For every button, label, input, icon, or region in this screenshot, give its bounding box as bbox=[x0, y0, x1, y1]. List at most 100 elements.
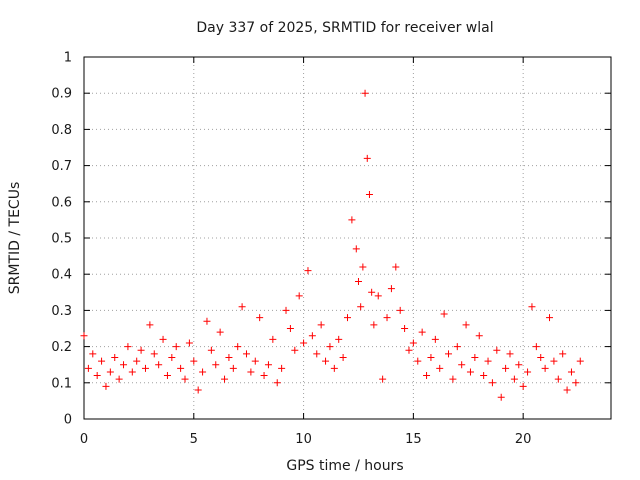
data-point bbox=[576, 357, 584, 365]
data-point bbox=[519, 382, 527, 390]
x-tick-label: 0 bbox=[80, 432, 88, 447]
data-point bbox=[106, 368, 114, 376]
y-tick-label: 1 bbox=[64, 51, 72, 66]
data-point bbox=[374, 292, 382, 300]
data-point bbox=[163, 372, 171, 380]
data-point bbox=[427, 353, 435, 361]
tick-layer: 00.10.20.30.40.50.60.70.80.910 5 10 15 20 bbox=[51, 51, 611, 447]
data-point bbox=[396, 306, 404, 314]
data-point bbox=[177, 364, 185, 372]
data-point bbox=[550, 357, 558, 365]
data-point bbox=[89, 350, 97, 358]
y-tick-label: 0.9 bbox=[51, 87, 72, 102]
data-point bbox=[273, 379, 281, 387]
data-point bbox=[251, 357, 259, 365]
data-point bbox=[124, 343, 132, 351]
data-point bbox=[264, 361, 272, 369]
x-tick-label: 20 bbox=[515, 432, 532, 447]
y-tick-label: 0.7 bbox=[51, 159, 72, 174]
data-point bbox=[493, 346, 501, 354]
data-point bbox=[363, 154, 371, 162]
data-point bbox=[330, 364, 338, 372]
data-point bbox=[524, 368, 532, 376]
data-point bbox=[120, 361, 128, 369]
data-point bbox=[247, 368, 255, 376]
data-point bbox=[537, 353, 545, 361]
data-point bbox=[317, 321, 325, 329]
data-point bbox=[326, 343, 334, 351]
data-point bbox=[563, 386, 571, 394]
data-point bbox=[357, 303, 365, 311]
y-tick-label: 0.5 bbox=[51, 232, 72, 247]
data-point bbox=[348, 216, 356, 224]
data-point bbox=[515, 361, 523, 369]
data-point bbox=[221, 375, 229, 383]
data-point bbox=[370, 321, 378, 329]
data-point bbox=[242, 350, 250, 358]
y-tick-label: 0.8 bbox=[51, 123, 72, 138]
data-point bbox=[260, 372, 268, 380]
data-point bbox=[405, 346, 413, 354]
data-point bbox=[344, 314, 351, 322]
data-point bbox=[159, 335, 167, 343]
data-point bbox=[418, 328, 426, 336]
data-point bbox=[497, 393, 505, 401]
data-point bbox=[462, 321, 470, 329]
data-point bbox=[368, 288, 376, 296]
data-point bbox=[304, 267, 312, 275]
data-point bbox=[133, 357, 141, 365]
data-point bbox=[445, 350, 453, 358]
data-point bbox=[84, 364, 92, 372]
grid-layer bbox=[84, 57, 611, 419]
data-point bbox=[155, 361, 163, 369]
data-point bbox=[80, 332, 88, 340]
data-point bbox=[339, 353, 347, 361]
data-point bbox=[392, 263, 400, 271]
data-point bbox=[352, 245, 360, 253]
data-point bbox=[190, 357, 198, 365]
data-point bbox=[322, 357, 330, 365]
data-point bbox=[414, 357, 422, 365]
data-point bbox=[225, 353, 233, 361]
data-point bbox=[150, 350, 158, 358]
data-point bbox=[436, 364, 444, 372]
data-point bbox=[295, 292, 303, 300]
data-point bbox=[431, 335, 439, 343]
data-point bbox=[216, 328, 224, 336]
data-point bbox=[532, 343, 540, 351]
data-point bbox=[300, 339, 308, 347]
data-point bbox=[269, 335, 277, 343]
data-point bbox=[502, 364, 510, 372]
data-point bbox=[229, 364, 237, 372]
data-point bbox=[541, 364, 549, 372]
data-point bbox=[282, 306, 290, 314]
data-point bbox=[546, 314, 554, 322]
y-tick-label: 0.1 bbox=[51, 376, 72, 391]
data-point bbox=[203, 317, 211, 325]
data-point bbox=[234, 343, 242, 351]
data-point bbox=[572, 379, 580, 387]
chart-title: Day 337 of 2025, SRMTID for receiver wla… bbox=[196, 20, 493, 36]
data-point bbox=[554, 375, 562, 383]
data-point bbox=[98, 357, 106, 365]
data-point bbox=[528, 303, 536, 311]
data-point bbox=[291, 346, 299, 354]
data-point bbox=[137, 346, 145, 354]
y-axis-label: SRMTID / TECUs bbox=[7, 182, 23, 295]
data-point bbox=[383, 314, 391, 322]
data-point bbox=[387, 285, 395, 293]
data-point bbox=[238, 303, 246, 311]
data-point bbox=[475, 332, 483, 340]
data-point bbox=[199, 368, 207, 376]
data-point bbox=[567, 368, 575, 376]
plot-frame bbox=[83, 56, 612, 420]
data-point bbox=[111, 353, 119, 361]
data-point bbox=[102, 382, 110, 390]
y-tick-label: 0.4 bbox=[51, 268, 72, 283]
data-point bbox=[207, 346, 215, 354]
data-point bbox=[440, 310, 448, 318]
x-axis-label: GPS time / hours bbox=[286, 458, 403, 474]
data-point bbox=[286, 325, 294, 332]
x-tick-label: 5 bbox=[190, 432, 198, 447]
